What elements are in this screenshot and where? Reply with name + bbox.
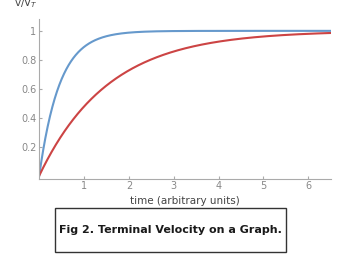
Text: v/V$_T$: v/V$_T$ [14,0,38,10]
X-axis label: time (arbitrary units): time (arbitrary units) [130,196,240,206]
Text: Fig 2. Terminal Velocity on a Graph.: Fig 2. Terminal Velocity on a Graph. [59,225,282,235]
